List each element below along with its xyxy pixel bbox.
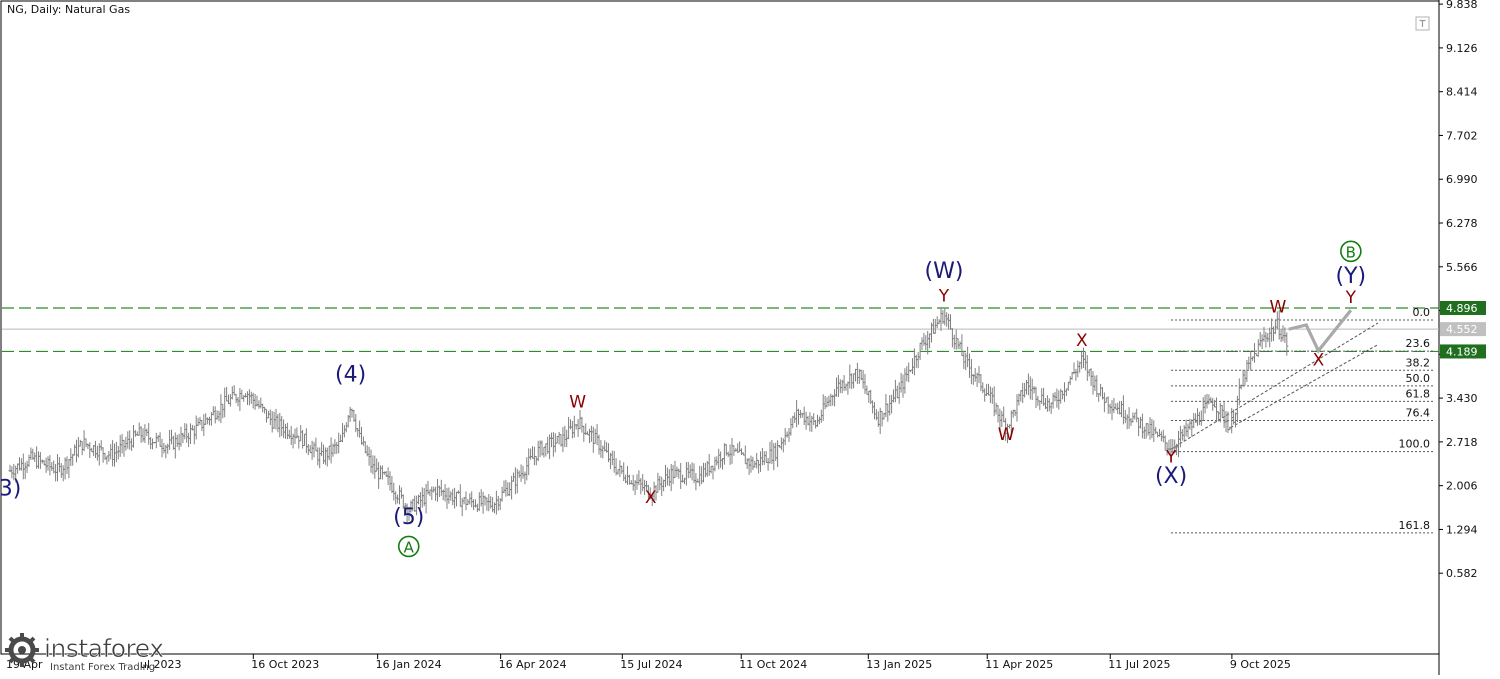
- wave-label: A: [404, 538, 415, 556]
- wave-label: X: [1076, 331, 1088, 351]
- logo-wordmark: instaforex: [44, 634, 164, 663]
- wave-label: W: [998, 425, 1015, 445]
- wave-projection: [1288, 309, 1353, 354]
- logo-tagline: Instant Forex Trading: [50, 662, 155, 673]
- wave-label: X: [1313, 351, 1325, 371]
- time-tick-label: 16 Apr 2024: [499, 658, 567, 671]
- time-tick-label: 16 Jan 2024: [376, 658, 442, 671]
- time-tick-label: 11 Jul 2025: [1108, 658, 1170, 671]
- price-tick-label: 7.702: [1446, 129, 1478, 142]
- time-tick-label: 11 Oct 2024: [739, 658, 807, 671]
- channel-line: [1230, 344, 1379, 429]
- wave-label: Y: [938, 287, 950, 307]
- level-badge: [1440, 300, 1486, 315]
- instaforex-logo: instaforex Instant Forex Trading: [2, 630, 178, 673]
- current-price-badge: [1440, 322, 1486, 337]
- price-tick-label: 8.414: [1446, 86, 1478, 99]
- wave-label: W: [569, 392, 586, 412]
- wave-label: 3): [0, 476, 21, 501]
- fib-level-label: 50.0: [1406, 372, 1431, 385]
- time-tick-label-partial: ul 2023: [140, 658, 182, 671]
- wave-label: W: [1269, 298, 1286, 318]
- price-tick-label: 6.278: [1446, 217, 1478, 230]
- price-tick-label: 0.582: [1446, 567, 1478, 580]
- level-badge-label: 4.552: [1446, 323, 1478, 336]
- level-badge: [1440, 344, 1486, 359]
- fibonacci-levels: 0.0 23.6 38.2 50.0 61.8 76.4 100.0 161.8: [1171, 306, 1433, 534]
- gear-icon: [5, 633, 39, 667]
- wave-label: (W): [925, 259, 964, 284]
- level-badge-label: 4.896: [1446, 302, 1478, 315]
- channel-line: [1170, 322, 1379, 450]
- instaforex-logo-mark: instaforex Instant Forex Trading: [5, 633, 164, 673]
- fib-level-label: 161.8: [1399, 519, 1431, 532]
- trend-channel: [1170, 322, 1379, 450]
- wave-label: (4): [335, 363, 366, 388]
- wave-label: (X): [1155, 464, 1187, 489]
- chart-title: NG, Daily: Natural Gas: [7, 3, 130, 16]
- price-tick-label: 3.430: [1446, 392, 1478, 405]
- price-tick-label: 2.718: [1446, 436, 1478, 449]
- wave-label: X: [645, 488, 657, 508]
- time-tick-label: 15 Jul 2024: [620, 658, 682, 671]
- level-badge-label: 4.189: [1446, 345, 1478, 358]
- wave-label: (Y): [1336, 264, 1367, 289]
- time-tick-label: 13 Jan 2025: [866, 658, 932, 671]
- fib-level-label: 0.0: [1413, 306, 1431, 319]
- time-tick-label: 16 Oct 2023: [251, 658, 319, 671]
- fib-level-label: 76.4: [1406, 407, 1431, 420]
- wave-label: Y: [1165, 448, 1177, 468]
- fib-level-label: 38.2: [1406, 356, 1431, 369]
- fib-level-label: 100.0: [1399, 438, 1431, 451]
- level-badges: 4.896 4.189 4.552: [1440, 300, 1486, 359]
- wave-label: Y: [1345, 288, 1357, 308]
- time-tick-label: 9 Oct 2025: [1230, 658, 1291, 671]
- wave-circle: [397, 535, 420, 558]
- fib-level-label: 61.8: [1406, 387, 1431, 400]
- projection-path: [1288, 309, 1353, 354]
- price-tick-label: 9.126: [1446, 42, 1478, 55]
- fib-level-label: 23.6: [1406, 337, 1431, 350]
- wave-label: (5): [393, 505, 424, 530]
- price-tick-label: 1.294: [1446, 523, 1478, 536]
- price-tick-label: 2.006: [1446, 480, 1478, 493]
- wave-circle: [1340, 240, 1362, 263]
- price-axis: 9.8389.1268.4147.7026.9906.2785.5664.854…: [1439, 0, 1478, 580]
- text-tool-icon[interactable]: [1415, 16, 1430, 31]
- wave-label: B: [1346, 243, 1356, 261]
- wave-labels: (5)A(4)3)WXY(W)WXY(X)WXY(Y)B: [0, 240, 1367, 558]
- price-tick-label: 6.990: [1446, 173, 1478, 186]
- price-tick-label: 5.566: [1446, 261, 1478, 274]
- time-tick-label: 11 Apr 2025: [985, 658, 1053, 671]
- price-tick-label: 9.838: [1446, 0, 1478, 11]
- price-bars: [8, 307, 1289, 524]
